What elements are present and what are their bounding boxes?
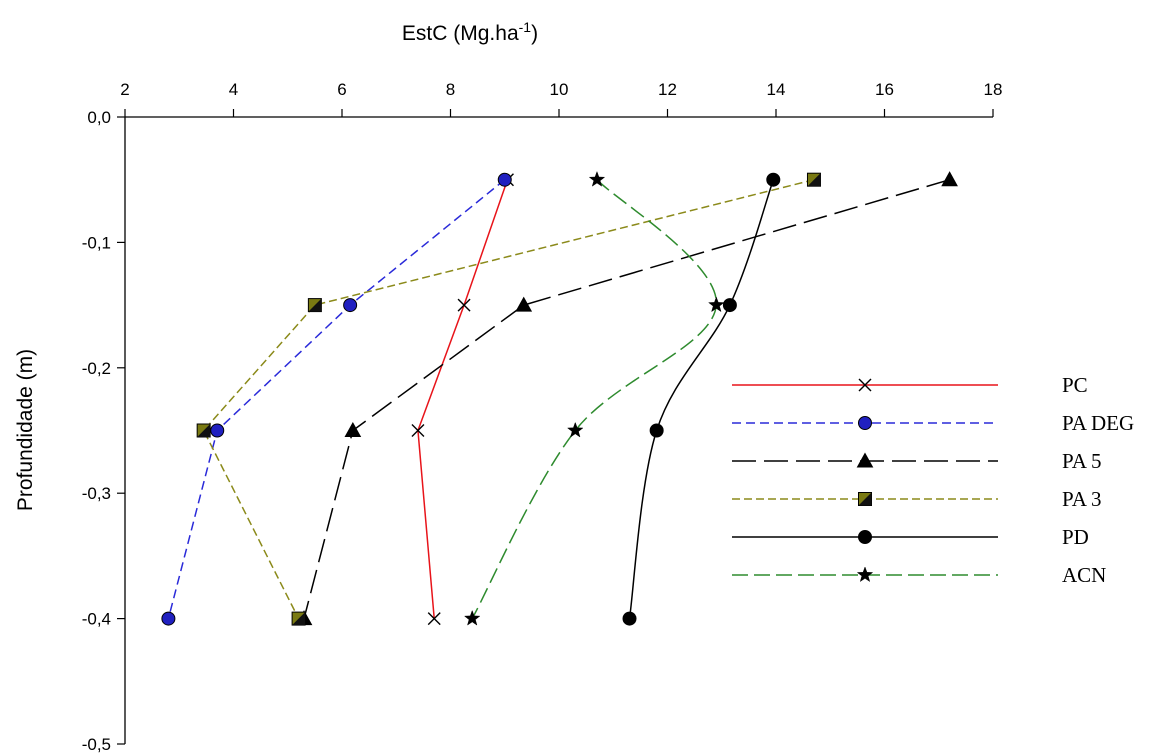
y-axis-title: Profundidade (m) xyxy=(14,349,37,511)
legend-marker xyxy=(858,530,872,544)
legend-item: PA 5 xyxy=(732,449,1102,473)
x-axis-title: EstC (Mg.ha-1) xyxy=(402,19,538,45)
data-point xyxy=(427,612,441,626)
series-pd xyxy=(622,172,781,626)
series-pa-deg xyxy=(161,172,512,626)
legend-marker xyxy=(858,416,872,430)
data-point xyxy=(307,298,322,313)
data-point xyxy=(291,611,306,626)
data-point xyxy=(722,298,737,313)
data-point xyxy=(411,424,425,437)
x-tick-label: 10 xyxy=(550,80,569,99)
legend-item: PD xyxy=(732,525,1089,549)
legend-item: PA DEG xyxy=(732,411,1134,435)
data-point xyxy=(457,298,471,312)
data-point xyxy=(343,298,358,313)
data-point xyxy=(649,423,664,438)
legend-item: PA 3 xyxy=(732,487,1102,511)
data-point xyxy=(497,172,512,187)
data-point xyxy=(588,170,606,187)
data-point xyxy=(941,171,958,187)
series-layer xyxy=(161,170,958,626)
data-point xyxy=(708,296,725,313)
y-tick-label: -0,1 xyxy=(82,233,111,252)
legend-item: PC xyxy=(732,373,1088,397)
legend-label: ACN xyxy=(1062,563,1106,587)
axes xyxy=(117,109,994,745)
x-tick-label: 14 xyxy=(767,80,786,99)
data-point xyxy=(766,172,781,187)
series-pc xyxy=(411,173,514,626)
legend-marker xyxy=(856,566,874,583)
x-tick-label: 2 xyxy=(120,80,129,99)
tick-labels: 2 4 6 8 10 12 14 16 18 0,0 -0,1 -0,2 -0,3 -0,4 -0,5 xyxy=(82,80,1003,754)
legend-label: PA DEG xyxy=(1062,411,1134,435)
x-tick-label: 4 xyxy=(229,80,238,99)
x-axis-title-superscript: -1 xyxy=(519,19,532,35)
data-point xyxy=(161,611,176,626)
series-pa-3 xyxy=(196,172,821,626)
x-tick-label: 16 xyxy=(875,80,894,99)
y-tick-label: -0,2 xyxy=(82,359,111,378)
y-tick-label: 0,0 xyxy=(87,108,111,127)
series-line xyxy=(202,178,815,619)
series-line xyxy=(471,179,718,619)
legend-marker xyxy=(858,492,872,506)
legend-label: PC xyxy=(1062,373,1088,397)
series-pa-5 xyxy=(295,171,958,626)
data-point xyxy=(196,423,211,438)
x-tick-label: 18 xyxy=(984,80,1003,99)
legend-label: PD xyxy=(1062,525,1089,549)
legend-label: PA 3 xyxy=(1062,487,1102,511)
data-point xyxy=(566,421,584,438)
legend-label: PA 5 xyxy=(1062,449,1102,473)
data-point xyxy=(622,611,637,626)
series-line xyxy=(417,179,509,619)
legend-item: ACN xyxy=(732,563,1106,587)
legend-marker xyxy=(856,452,874,468)
data-point xyxy=(210,423,225,438)
data-point xyxy=(806,172,821,187)
x-tick-label: 6 xyxy=(337,80,346,99)
x-tick-label: 8 xyxy=(446,80,455,99)
data-point xyxy=(344,421,362,437)
y-tick-label: -0,4 xyxy=(82,610,111,629)
y-tick-label: -0,3 xyxy=(82,484,111,503)
x-tick-label: 12 xyxy=(658,80,677,99)
data-point xyxy=(463,609,481,626)
data-point xyxy=(515,296,533,312)
legend: PC PA DEG PA 5 PA 3 PD ACN xyxy=(732,373,1134,587)
legend-marker xyxy=(858,378,872,392)
series-line xyxy=(303,178,950,619)
series-acn xyxy=(463,170,725,626)
series-line xyxy=(628,179,774,619)
series-line xyxy=(167,179,506,619)
y-tick-label: -0,5 xyxy=(82,735,111,754)
